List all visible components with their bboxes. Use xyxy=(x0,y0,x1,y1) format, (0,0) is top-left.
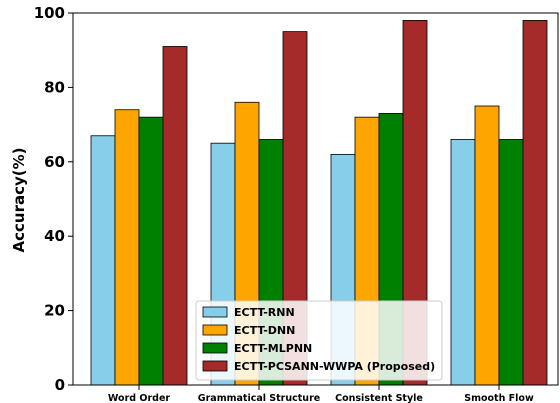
x-tick-label: Smooth Flow xyxy=(464,393,534,403)
bar-s3-c3 xyxy=(522,20,548,386)
bar-s0-c0 xyxy=(90,135,116,386)
y-tick-label: 40 xyxy=(44,227,65,245)
x-tick-label: Consistent Style xyxy=(335,393,423,403)
x-tick-label: Grammatical Structure xyxy=(198,393,320,403)
y-axis-label: Accuracy(%) xyxy=(10,148,28,253)
legend-label: ECTT-DNN xyxy=(234,324,295,337)
bar-s2-c3 xyxy=(498,139,524,386)
bar-s1-c3 xyxy=(474,105,500,386)
legend-label: ECTT-MLPNN xyxy=(234,342,312,355)
legend-swatch xyxy=(202,306,228,318)
legend-label: ECTT-RNN xyxy=(234,306,295,319)
legend-swatch xyxy=(202,360,228,372)
y-tick-label: 80 xyxy=(44,78,65,96)
legend-label: ECTT-PCSANN-WWPA (Proposed) xyxy=(234,360,435,373)
y-tick-label: 60 xyxy=(44,153,65,171)
bar-s2-c0 xyxy=(138,116,164,386)
axes-group: 0 20 40 60 80 100 Word Order Grammatical Struct… xyxy=(34,4,559,403)
x-tick-label: Word Order xyxy=(108,393,170,403)
plot-frame xyxy=(72,12,559,386)
bar-s0-c3 xyxy=(450,139,476,386)
y-tick-label: 0 xyxy=(55,376,65,394)
legend: ECTT-RNN ECTT-DNN ECTT-MLPNN ECTT-PCSANN-WW… xyxy=(195,300,443,381)
legend-box xyxy=(195,300,443,381)
bar-s1-c0 xyxy=(114,109,140,386)
legend-swatch xyxy=(202,342,228,354)
y-tick-label: 100 xyxy=(34,4,65,22)
y-tick-label: 20 xyxy=(44,302,65,320)
bar-s3-c0 xyxy=(162,46,188,386)
legend-swatch xyxy=(202,324,228,336)
